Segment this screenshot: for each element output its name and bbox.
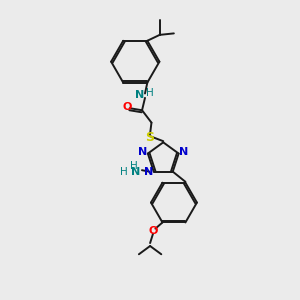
Text: N: N [144,167,153,177]
Text: H: H [119,167,127,177]
Text: O: O [148,226,158,236]
Text: N: N [131,167,141,177]
Text: N: N [135,90,144,100]
Text: H: H [146,88,154,98]
Text: O: O [122,102,131,112]
Text: S: S [146,131,154,144]
Text: N: N [138,147,148,158]
Text: H: H [130,161,138,171]
Text: N: N [179,147,188,158]
